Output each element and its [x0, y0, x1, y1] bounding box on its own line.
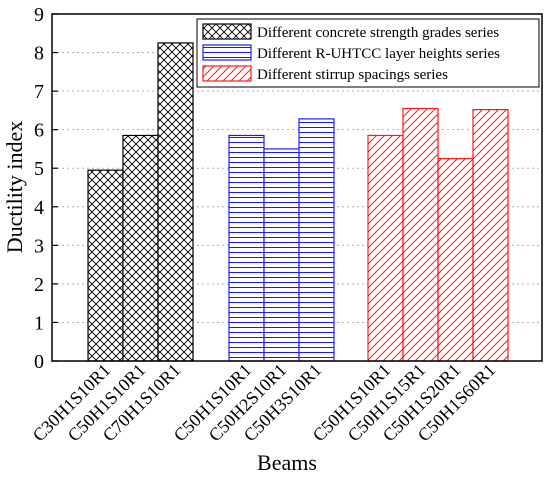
- legend-swatch: [202, 44, 252, 61]
- y-axis-title: Ductility index: [2, 121, 27, 254]
- bar: [367, 134, 404, 362]
- y-axis: 0 1 2 3 4 5 6 7 8 9: [34, 4, 58, 373]
- bar: [437, 157, 474, 362]
- x-axis-title: Beams: [257, 450, 317, 475]
- bar: [157, 42, 194, 362]
- y-tick-label: 8: [34, 43, 44, 65]
- bar: [228, 134, 265, 362]
- y-tick-label: 6: [34, 120, 44, 142]
- legend: Different concrete strength grades serie…: [196, 18, 540, 88]
- bar: [122, 134, 159, 362]
- bar: [263, 148, 300, 362]
- plot-frame: [51, 13, 543, 362]
- bar: [472, 109, 509, 362]
- y-tick-label: 3: [34, 235, 44, 257]
- bar: [87, 169, 124, 362]
- y-tick-label: 0: [34, 351, 44, 373]
- y-tick-label: 7: [34, 81, 44, 103]
- y-tick-label: 1: [34, 312, 44, 334]
- legend-box: [196, 18, 540, 88]
- legend-label: Different stirrup spacings series: [257, 67, 448, 83]
- legend-label: Different concrete strength grades serie…: [257, 25, 499, 41]
- bar: [402, 107, 439, 362]
- y-tick-label: 2: [34, 274, 44, 296]
- x-axis: C30H1S10R1C50H1S10R1C70H1S10R1C50H1S10R1…: [29, 360, 500, 446]
- legend-label: Different R-UHTCC layer heights series: [257, 46, 500, 62]
- bar: [298, 118, 335, 362]
- y-tick-label: 4: [34, 197, 44, 219]
- legend-swatch: [202, 23, 252, 40]
- bars: [87, 42, 509, 362]
- y-tick-label: 5: [34, 158, 44, 180]
- y-tick-label: 9: [34, 4, 44, 26]
- legend-swatch: [202, 65, 252, 82]
